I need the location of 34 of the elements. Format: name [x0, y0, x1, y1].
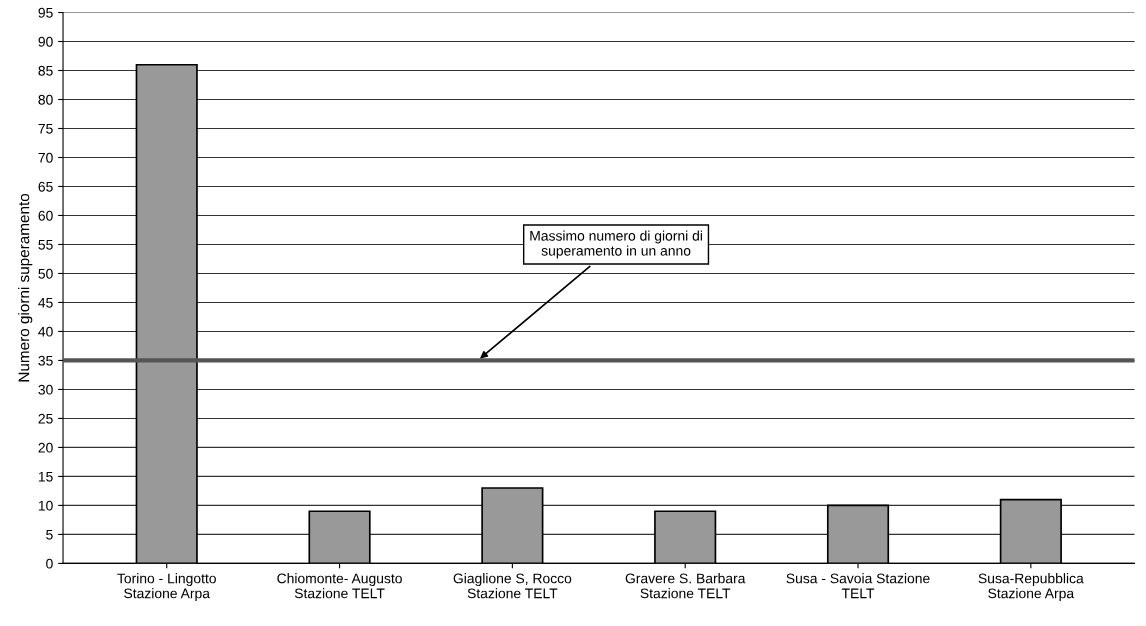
y-tick-label: 80 — [38, 94, 53, 105]
x-tick-label: Susa - Savoia Stazione TELT — [786, 573, 930, 599]
y-tick-label: 60 — [38, 210, 53, 221]
x-tick-label: Susa-Repubblica Stazione Arpa — [978, 573, 1084, 602]
bar — [308, 510, 371, 564]
y-tick-label: 0 — [46, 558, 53, 569]
bar — [826, 504, 890, 564]
y-tick-label: 70 — [38, 152, 53, 163]
y-tick-label: 35 — [38, 355, 53, 366]
y-tick-label: 50 — [38, 268, 53, 279]
y-tick-label: 55 — [38, 239, 53, 250]
y-tick-label: 45 — [38, 297, 53, 308]
y-tick-label: 30 — [38, 384, 53, 395]
y-tick-label: 75 — [38, 123, 53, 134]
y-tick-label: 85 — [38, 65, 53, 76]
x-tick-label: Chiomonte- Augusto Stazione TELT — [277, 573, 402, 599]
bar — [135, 63, 198, 564]
bar — [999, 498, 1062, 564]
bar — [654, 510, 717, 564]
y-tick-label: 25 — [38, 413, 53, 424]
y-tick-label: 15 — [38, 471, 53, 482]
ref-line-label: Massimo numero di giorni di superamento in un anno — [530, 230, 702, 259]
y-tick-label: 65 — [38, 181, 53, 192]
y-tick-label: 95 — [38, 7, 53, 18]
y-tick-label: 40 — [38, 326, 53, 337]
y-axis-title: Numero giorni superamento — [18, 193, 33, 382]
x-tick-label: Giaglione S, Rocco Stazione TELT — [453, 573, 572, 599]
y-tick-label: 90 — [38, 36, 53, 47]
x-tick-label: Torino - Lingotto Stazione Arpa — [117, 573, 216, 602]
y-tick-label: 10 — [38, 500, 53, 511]
x-tick-label: Gravere S. Barbara Stazione TELT — [625, 573, 746, 599]
bar — [481, 487, 544, 564]
y-tick-label: 20 — [38, 442, 53, 453]
y-tick-label: 5 — [46, 529, 53, 540]
